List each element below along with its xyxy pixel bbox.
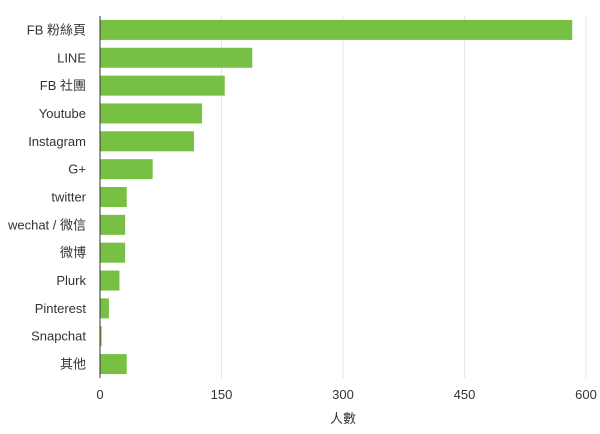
x-tick-label: 150 [211,387,233,402]
category-label: twitter [51,190,86,205]
bar [100,19,573,40]
bar [100,214,126,235]
bar [100,47,253,68]
category-label: Snapchat [31,329,86,344]
bar [100,326,102,347]
bar [100,187,127,207]
bar [100,298,109,319]
category-label: 微博 [60,245,86,260]
bar [100,131,194,152]
gridlines [221,16,587,378]
category-label: FB 粉絲頁 [27,22,86,37]
category-labels: FB 粉絲頁 LINE FB 社團 Youtube Instagram G+ twitter… [7,22,87,371]
category-label: FB 社團 [40,78,86,93]
category-label: Youtube [39,106,86,121]
bar [100,159,153,180]
category-label: Plurk [56,273,86,288]
bar [100,242,126,263]
bar [100,354,127,375]
category-label: Instagram [28,134,86,149]
bar [100,103,203,124]
category-label: 其他 [60,357,86,372]
x-axis-title: 人數 [330,411,356,426]
x-tick-label: 600 [575,387,597,402]
category-label: LINE [57,50,86,65]
category-label: Pinterest [35,301,87,316]
bar [100,270,120,291]
x-tick-label: 300 [332,387,354,402]
x-tick-label: 450 [454,387,476,402]
category-label: wechat / 微信 [7,217,86,232]
bars [100,19,573,375]
bar [100,75,225,96]
x-tick-label: 0 [96,387,103,402]
category-label: G+ [68,162,86,177]
x-tick-labels: 0 150 300 450 600 [96,387,596,402]
